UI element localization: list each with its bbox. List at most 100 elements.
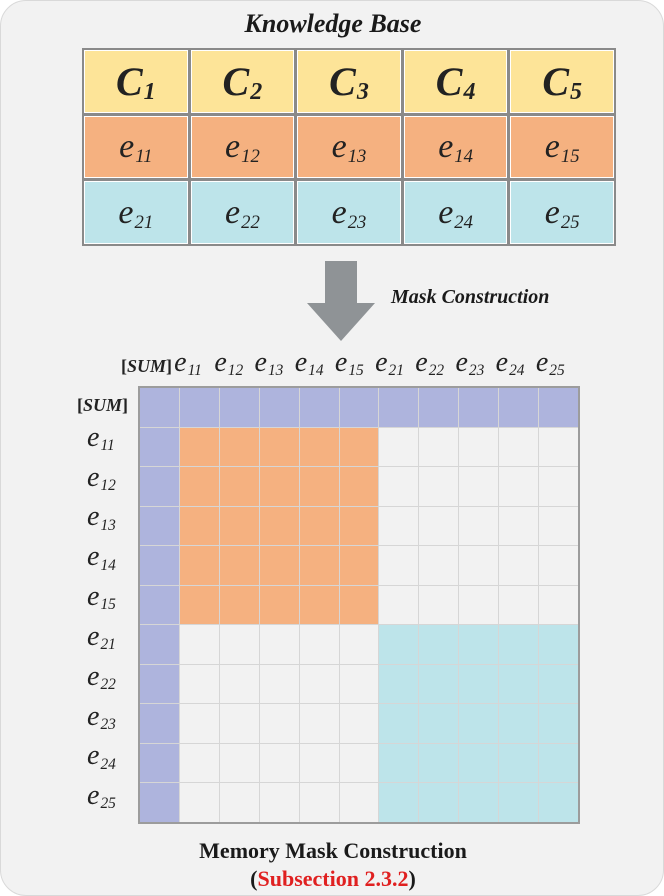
mask-cell-group2 <box>499 664 539 704</box>
kb-cell-c-4: C4 <box>403 50 508 113</box>
mask-cell-group2 <box>459 625 499 664</box>
knowledge-base-table: C1 C2 C3 C4 C5 e11 e12 e13 e14 e15 e21 e22 e23 e24 e25 <box>82 48 616 246</box>
mask-cell-sum <box>140 743 179 783</box>
col-header-e23: e23 <box>455 347 485 380</box>
mask-cell-masked <box>419 506 459 546</box>
mask-cell-masked <box>539 427 578 467</box>
mask-cell-group1 <box>219 546 259 585</box>
row-header-sum: [SUM] <box>77 395 129 415</box>
mask-cell-masked <box>339 625 379 664</box>
mask-cell-sum <box>140 783 179 822</box>
mask-cell-masked <box>179 743 219 783</box>
mask-cell-sum <box>379 388 419 427</box>
mask-cell-masked <box>219 625 259 664</box>
mask-cell-group2 <box>539 704 578 743</box>
kb-cell-e1-1: e11 <box>84 115 188 179</box>
mask-cell-sum <box>419 388 459 427</box>
mask-cell-sum <box>140 546 179 585</box>
mask-cell-group2 <box>419 625 459 664</box>
mask-cell-group1 <box>219 585 259 625</box>
mask-cell-group2 <box>459 743 499 783</box>
mask-cell-group2 <box>379 664 419 704</box>
col-header-e14: e14 <box>294 347 324 380</box>
kb-cell-e1-4: e14 <box>403 115 508 179</box>
mask-cell-masked <box>339 743 379 783</box>
mask-cell-masked <box>339 664 379 704</box>
kb-cell-e2-1: e21 <box>84 181 188 244</box>
memory-mask-matrix <box>138 386 580 824</box>
mask-cell-masked <box>339 704 379 743</box>
mask-cell-masked <box>539 467 578 506</box>
mask-cell-masked <box>259 783 299 822</box>
mask-cell-group2 <box>419 664 459 704</box>
mask-cell-masked <box>419 427 459 467</box>
col-header-e12: e12 <box>214 347 244 380</box>
mask-cell-group1 <box>299 546 339 585</box>
mask-construction-label: Mask Construction <box>391 286 550 308</box>
subsection-link[interactable]: Subsection 2.3.2 <box>257 866 409 891</box>
kb-cell-e1-3: e13 <box>297 115 401 179</box>
mask-cell-group1 <box>179 427 219 467</box>
mask-cell-group1 <box>299 467 339 506</box>
mask-cell-sum <box>259 388 299 427</box>
mask-cell-masked <box>459 427 499 467</box>
mask-cell-sum <box>499 388 539 427</box>
mask-cell-group1 <box>179 546 219 585</box>
mask-cell-masked <box>259 704 299 743</box>
mask-cell-group1 <box>219 467 259 506</box>
mask-cell-group1 <box>219 506 259 546</box>
mask-cell-sum <box>140 585 179 625</box>
mask-cell-group1 <box>179 467 219 506</box>
mask-cell-masked <box>379 546 419 585</box>
mask-cell-group2 <box>419 783 459 822</box>
kb-cell-e2-3: e23 <box>297 181 401 244</box>
mask-cell-masked <box>419 585 459 625</box>
kb-cell-e1-2: e12 <box>190 115 295 179</box>
mask-cell-masked <box>179 783 219 822</box>
mask-cell-group2 <box>459 664 499 704</box>
mask-cell-masked <box>379 585 419 625</box>
mask-cell-group1 <box>299 585 339 625</box>
mask-cell-sum <box>140 664 179 704</box>
mask-cell-masked <box>219 664 259 704</box>
mask-cell-masked <box>499 427 539 467</box>
mask-cell-sum <box>339 388 379 427</box>
mask-cell-masked <box>259 664 299 704</box>
mask-cell-masked <box>259 625 299 664</box>
kb-cell-e2-5: e25 <box>510 181 614 244</box>
mask-cell-group1 <box>339 546 379 585</box>
mask-cell-sum <box>179 388 219 427</box>
mask-cell-group2 <box>499 783 539 822</box>
mask-cell-group2 <box>499 704 539 743</box>
mask-cell-group2 <box>419 704 459 743</box>
mask-cell-group2 <box>539 664 578 704</box>
mask-cell-masked <box>419 467 459 506</box>
mask-cell-masked <box>219 743 259 783</box>
mask-cell-masked <box>179 625 219 664</box>
mask-cell-masked <box>259 743 299 783</box>
col-header-e11: e11 <box>174 347 202 380</box>
mask-cell-masked <box>299 743 339 783</box>
mask-cell-masked <box>459 585 499 625</box>
mask-cell-sum <box>140 506 179 546</box>
mask-cell-sum <box>140 625 179 664</box>
mask-cell-masked <box>499 506 539 546</box>
row-header-e24: e24 <box>87 740 116 773</box>
caption-title: Memory Mask Construction <box>199 838 467 863</box>
mask-cell-group2 <box>419 743 459 783</box>
mask-column-headers: [SUM] e11 e12 e13 e14 e15 e21 e22 e23 e24 e25 <box>1 347 664 385</box>
mask-cell-sum <box>459 388 499 427</box>
mask-cell-sum <box>219 388 259 427</box>
mask-cell-group1 <box>339 585 379 625</box>
mask-cell-group1 <box>219 427 259 467</box>
mask-cell-group2 <box>499 743 539 783</box>
mask-cell-sum <box>140 427 179 467</box>
mask-cell-masked <box>499 467 539 506</box>
mask-cell-group1 <box>179 585 219 625</box>
col-header-e13: e13 <box>254 347 284 380</box>
mask-cell-sum <box>299 388 339 427</box>
down-arrow-icon <box>307 261 375 341</box>
mask-cell-group2 <box>539 625 578 664</box>
mask-cell-group2 <box>539 783 578 822</box>
mask-cell-group1 <box>259 467 299 506</box>
